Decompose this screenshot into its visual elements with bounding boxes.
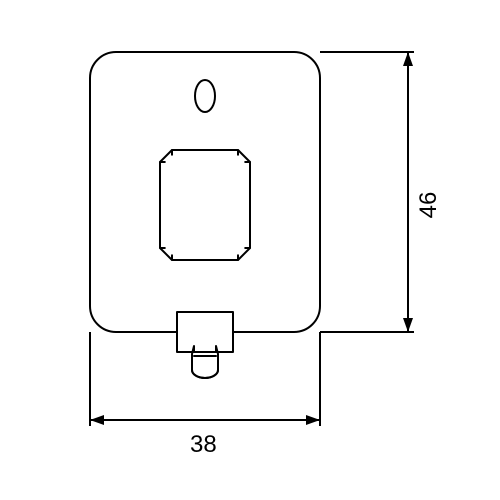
- dim-width-label: 38: [190, 431, 217, 458]
- dim-height-label: 46: [415, 192, 442, 219]
- oval-hole: [195, 80, 215, 112]
- latch-outline: [192, 346, 218, 378]
- plate-outline: [90, 52, 320, 352]
- plate-notch-ledge: [177, 312, 233, 332]
- dimension-drawing: 38 46: [0, 0, 500, 500]
- rect-cutout: [160, 150, 250, 260]
